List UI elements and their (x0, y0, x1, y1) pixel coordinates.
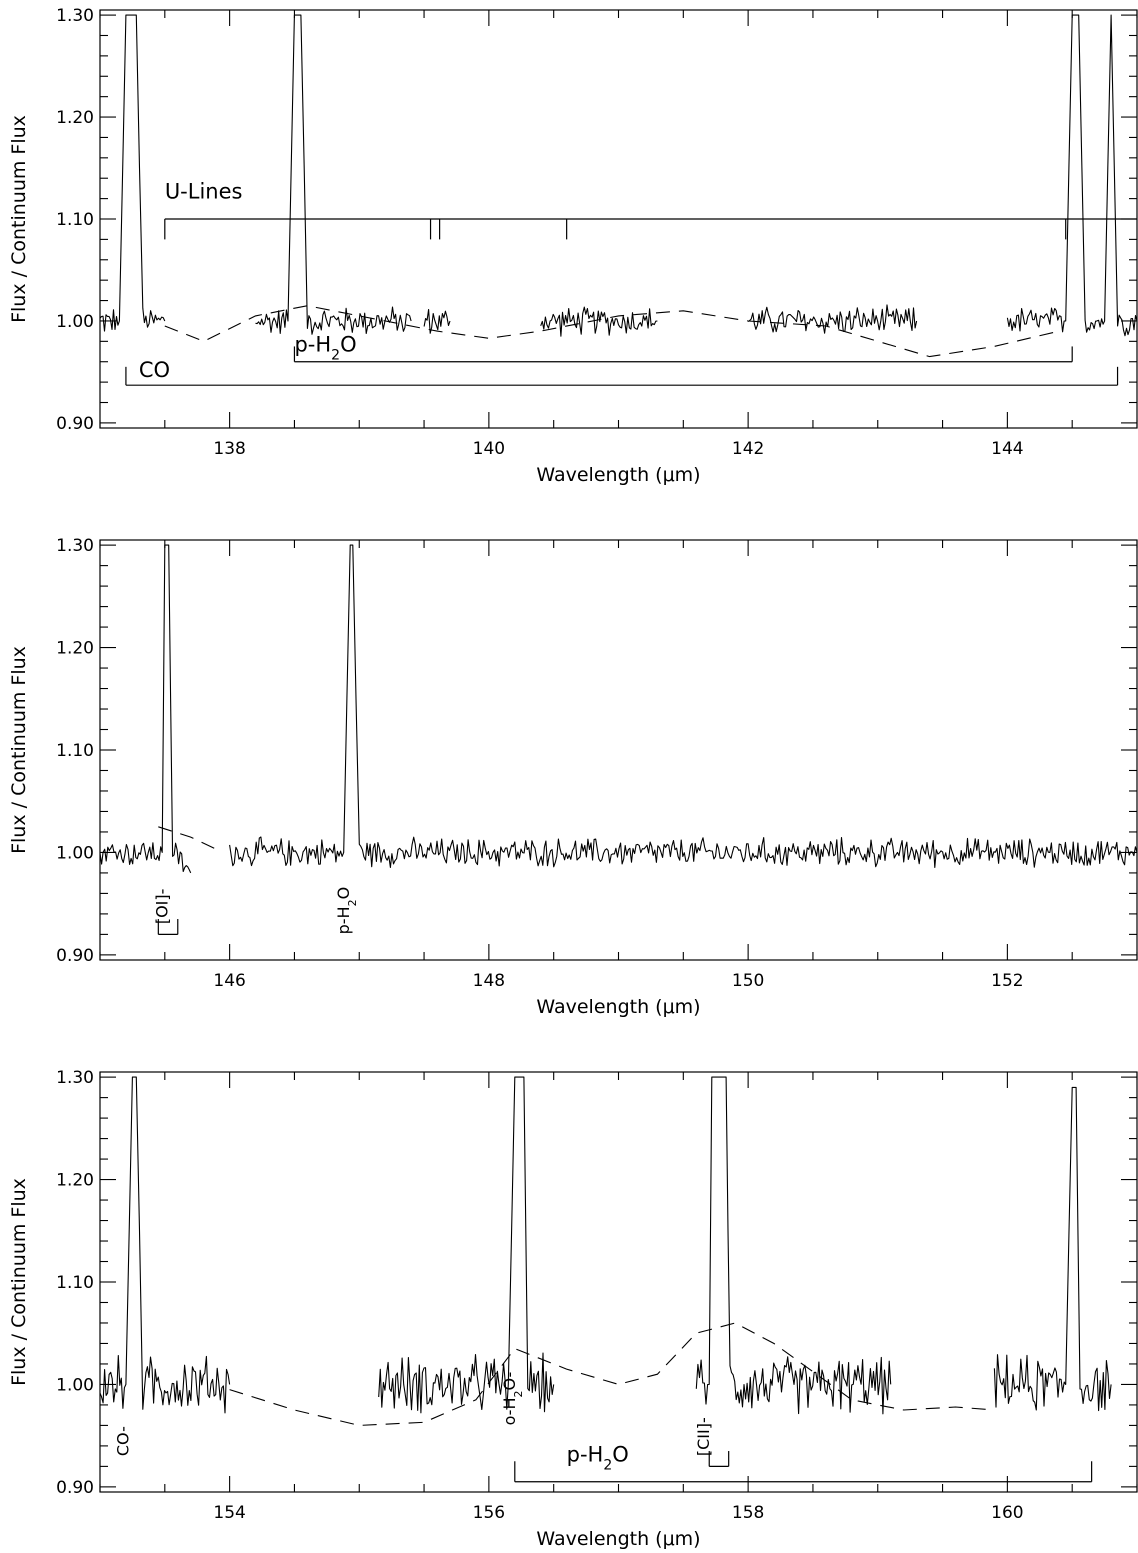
spectrum-segment (100, 1076, 231, 1414)
spectrum-segment (229, 544, 1137, 869)
line-annotation: p-H2O (294, 333, 356, 364)
y-tick-label: 1.00 (56, 312, 94, 332)
line-annotation: o-H2O- (500, 1372, 525, 1426)
x-tick-label: 146 (213, 971, 245, 991)
y-tick-label: 1.20 (56, 108, 94, 128)
spectrum-segment (423, 308, 451, 334)
continuum-dashed-line (229, 1322, 995, 1426)
line-annotation: CO (139, 358, 170, 382)
x-tick-label: 156 (473, 1503, 505, 1523)
y-tick-label: 1.30 (56, 536, 94, 556)
spectrum-segment (100, 544, 192, 874)
spectrum-segment (695, 1076, 892, 1415)
x-tick-label: 158 (732, 1503, 764, 1523)
chart-panel-3: 0.90 1.00 1.10 1.20 1.30 154 156 158 160 Waveleng… (8, 1068, 1138, 1550)
spectrum-segment (378, 1076, 555, 1414)
spectrum-segment (1006, 14, 1137, 337)
y-tick-label: 1.30 (56, 6, 94, 26)
y-tick-label: 1.10 (56, 1273, 94, 1293)
spectrum-segment (540, 306, 658, 337)
line-annotation: p-H2O (334, 887, 359, 935)
y-tick-label: 1.30 (56, 1068, 94, 1088)
y-tick-label: 0.90 (56, 1478, 94, 1498)
x-tick-label: 144 (991, 439, 1023, 459)
y-axis-label: Flux / Continuum Flux (8, 646, 30, 854)
y-tick-label: 0.90 (56, 414, 94, 434)
y-axis-label: Flux / Continuum Flux (8, 1178, 30, 1386)
line-annotation: p-H2O (567, 1442, 629, 1473)
y-tick-label: 1.10 (56, 741, 94, 761)
continuum-dashed-line (164, 305, 1060, 358)
spectrum-segment (747, 304, 918, 334)
line-annotation: [CII]- (694, 1417, 713, 1456)
y-tick-label: 1.00 (56, 1375, 94, 1395)
y-axis-label: Flux / Continuum Flux (8, 115, 30, 323)
x-axis-label: Wavelength (μm) (536, 464, 700, 486)
x-axis-label: Wavelength (μm) (536, 1528, 700, 1550)
x-tick-label: 148 (473, 971, 505, 991)
x-axis-label: Wavelength (μm) (536, 996, 700, 1018)
y-tick-label: 1.20 (56, 639, 94, 659)
x-tick-label: 138 (213, 439, 245, 459)
y-tick-label: 1.10 (56, 210, 94, 230)
x-tick-label: 152 (991, 971, 1023, 991)
y-tick-label: 1.00 (56, 843, 94, 863)
chart-panel-1: 0.90 1.00 1.10 1.20 1.30 138 140 142 144 Waveleng… (8, 6, 1138, 486)
line-annotation: [OI]- (152, 889, 171, 925)
chart-panel-2: 0.90 1.00 1.10 1.20 1.30 146 148 150 152 Waveleng… (8, 536, 1138, 1018)
line-annotation: U-Lines (165, 180, 243, 204)
y-tick-label: 0.90 (56, 946, 94, 966)
spectrum-segment (255, 14, 412, 335)
x-tick-label: 154 (213, 1503, 245, 1523)
x-tick-label: 142 (732, 439, 764, 459)
spectrum-segment (993, 1086, 1112, 1412)
x-tick-label: 150 (732, 971, 764, 991)
plot-frame (99, 539, 1138, 961)
x-tick-label: 160 (991, 1503, 1023, 1523)
x-tick-label: 140 (473, 439, 505, 459)
y-tick-label: 1.20 (56, 1171, 94, 1191)
continuum-dashed-line (158, 826, 217, 850)
spectrum-segment (100, 14, 166, 332)
line-annotation: CO- (114, 1426, 133, 1456)
plot-frame (99, 1071, 1138, 1493)
